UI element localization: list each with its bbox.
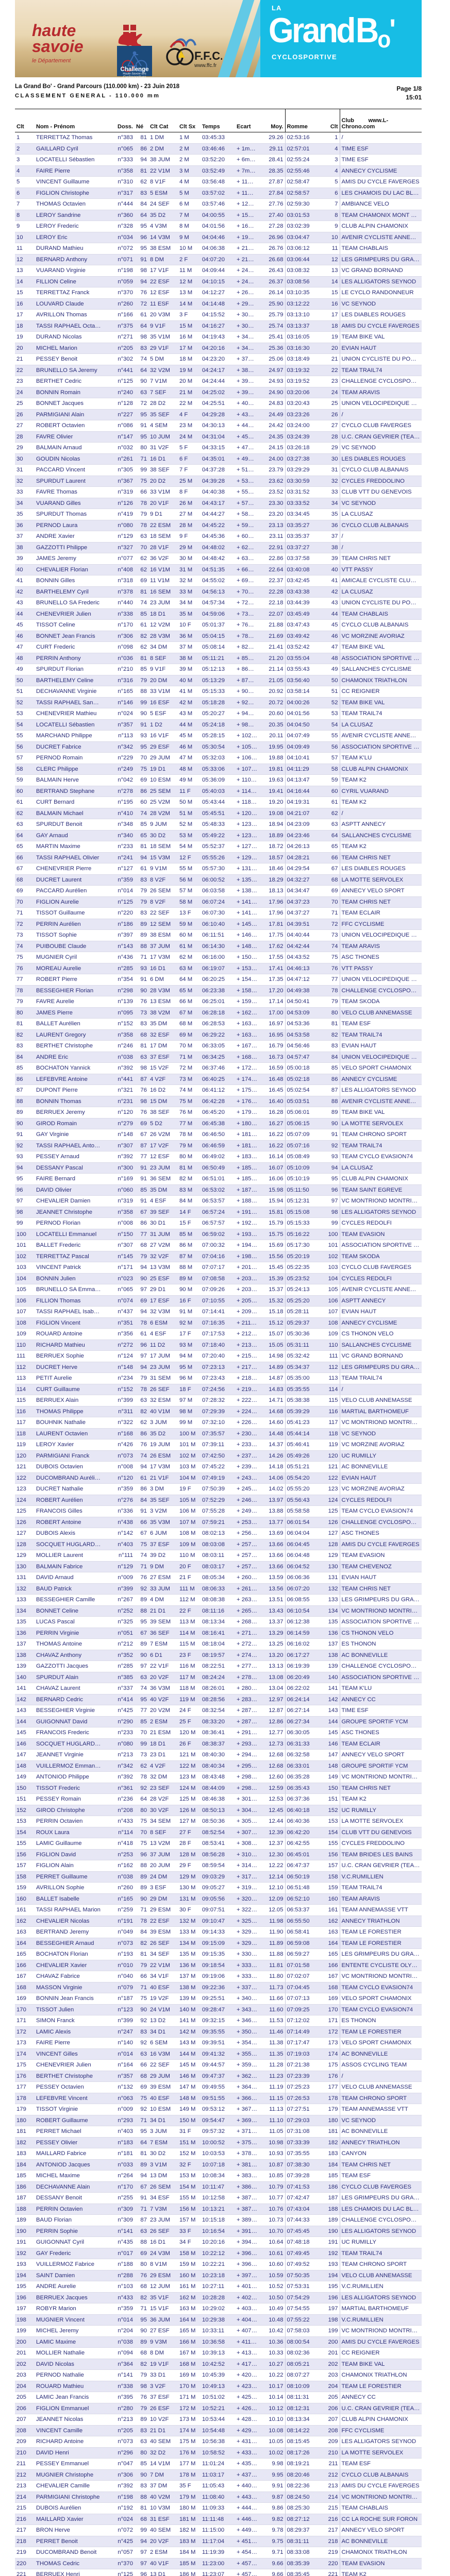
svg-text:www.ffc.fr: www.ffc.fr [194, 63, 217, 69]
svg-text:Challenge: Challenge [121, 66, 149, 73]
svg-text:F.F.C.: F.F.C. [194, 49, 222, 62]
